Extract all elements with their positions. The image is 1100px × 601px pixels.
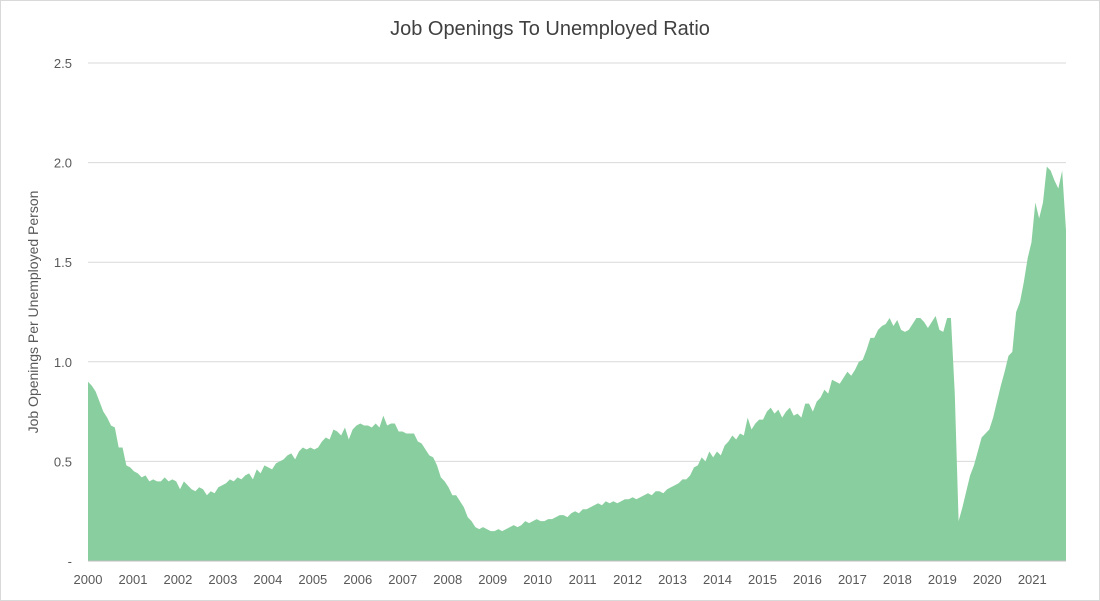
y-tick-label: 1.0 [54,355,72,370]
x-tick-label: 2017 [838,572,867,587]
x-tick-label: 2001 [119,572,148,587]
x-tick-label: 2002 [163,572,192,587]
x-tick-label: 2016 [793,572,822,587]
y-tick-label: 0.5 [54,454,72,469]
x-tick-label: 2014 [703,572,732,587]
x-tick-label: 2018 [883,572,912,587]
y-tick-label: - [68,554,72,569]
y-axis-title: Job Openings Per Unemployed Person [25,191,41,434]
x-tick-label: 2007 [388,572,417,587]
x-tick-label: 2021 [1018,572,1047,587]
x-tick-label: 2003 [208,572,237,587]
x-tick-label: 2004 [253,572,282,587]
chart-title: Job Openings To Unemployed Ratio [390,18,710,40]
x-tick-label: 2010 [523,572,552,587]
x-tick-label: 2006 [343,572,372,587]
y-tick-label: 2.5 [54,56,72,71]
y-tick-label: 1.5 [54,255,72,270]
y-axis-ticks: - 0.5 1.0 1.5 2.0 2.5 [54,56,72,569]
x-tick-label: 2013 [658,572,687,587]
x-tick-label: 2009 [478,572,507,587]
x-tick-label: 2000 [74,572,103,587]
y-tick-label: 2.0 [54,156,72,171]
x-tick-label: 2019 [928,572,957,587]
x-tick-label: 2008 [433,572,462,587]
area-series [88,166,1066,561]
x-tick-label: 2011 [569,572,597,587]
x-tick-label: 2015 [748,572,777,587]
x-tick-label: 2020 [973,572,1002,587]
x-tick-label: 2005 [298,572,327,587]
x-tick-label: 2012 [613,572,642,587]
x-axis-ticks: 2000 2001 2002 2003 2004 2005 2006 2007 2008 2009… [74,572,1047,587]
